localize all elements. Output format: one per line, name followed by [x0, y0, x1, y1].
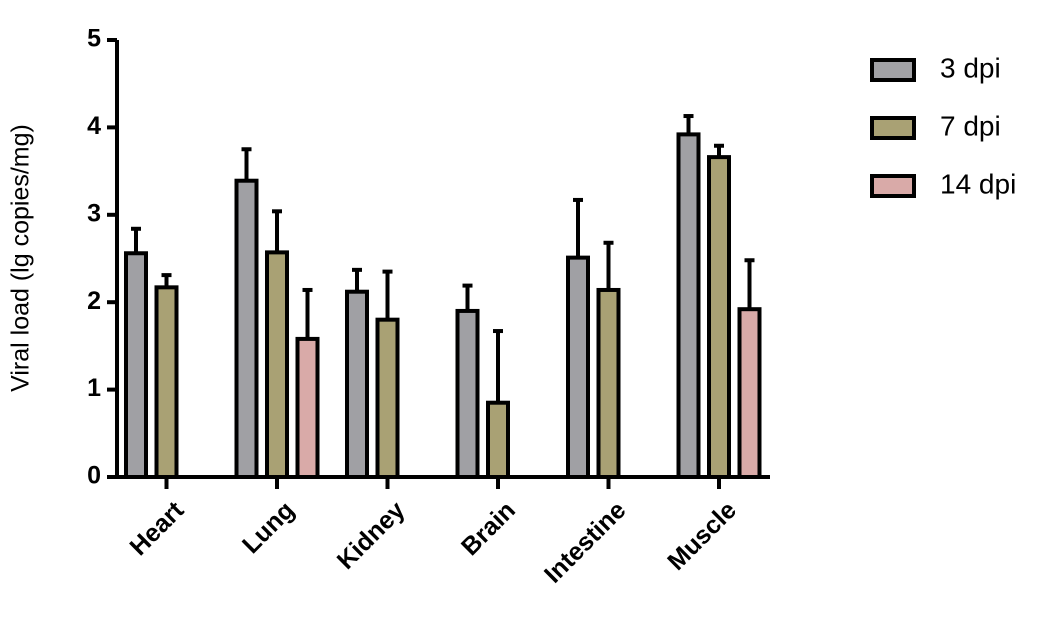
bar: [124, 251, 148, 479]
bar: [295, 336, 320, 479]
x-tick-label: Brain: [456, 496, 521, 561]
x-tick-label: Lung: [237, 496, 300, 559]
bar: [154, 285, 179, 480]
x-tick-label: Muscle: [662, 496, 742, 576]
y-tick-label: 3: [87, 199, 101, 227]
bar: [234, 178, 259, 480]
bar: [455, 308, 480, 479]
legend-label: 3 dpi: [940, 52, 1001, 83]
y-axis-label: Viral load (lg copies/mg): [7, 124, 35, 392]
y-tick-label: 2: [87, 287, 101, 315]
legend-label: 7 dpi: [940, 110, 1001, 141]
bar: [345, 289, 369, 479]
y-tick-label: 5: [87, 25, 101, 53]
bar: [707, 155, 731, 479]
y-tick-label: 4: [87, 112, 101, 140]
bar: [486, 400, 510, 479]
bar: [375, 317, 400, 479]
legend-swatch: [870, 58, 916, 82]
bar: [737, 307, 762, 479]
bar: [566, 255, 590, 479]
x-tick-label: Kidney: [332, 496, 411, 575]
y-tick-label: 1: [87, 374, 101, 402]
x-tick-label: Intestine: [539, 496, 632, 589]
legend-swatch: [870, 174, 916, 198]
y-tick-label: 0: [87, 462, 101, 490]
bar: [676, 132, 701, 479]
bar: [596, 287, 621, 479]
x-tick-label: Heart: [124, 496, 189, 561]
bar: [265, 250, 289, 479]
legend-label: 14 dpi: [940, 168, 1016, 199]
legend-swatch: [870, 116, 916, 140]
